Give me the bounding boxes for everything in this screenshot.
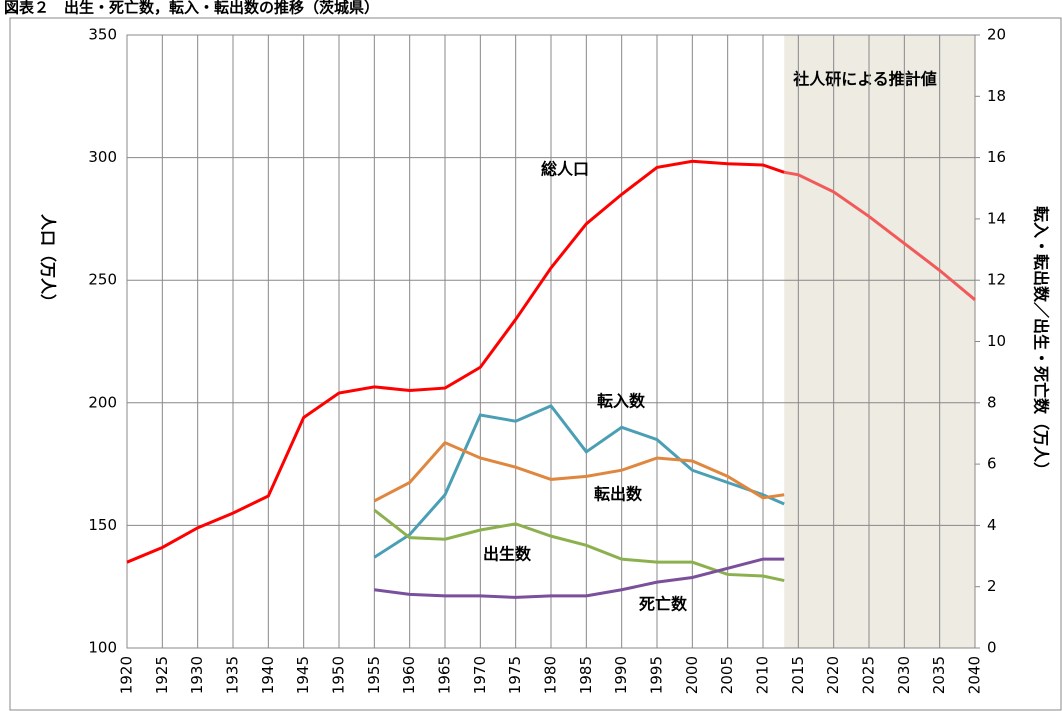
series-line: [373, 404, 785, 559]
x-tick-label: 1960: [400, 656, 418, 694]
x-tick-label: 1930: [188, 656, 206, 694]
x-tick-label: 1925: [153, 656, 171, 694]
x-tick-label: 2040: [966, 656, 984, 694]
series-label: 転出数: [594, 485, 643, 504]
x-tick-label: 1985: [577, 656, 595, 694]
series-line: [783, 170, 976, 301]
y-tick-label: 250: [88, 271, 117, 289]
series-label: 出生数: [483, 545, 532, 564]
series-line: [374, 557, 785, 599]
x-tick-label: 2005: [718, 656, 736, 694]
y-tick-label: 350: [88, 26, 117, 44]
y2-tick-label: 2: [987, 577, 997, 595]
y-tick-label: 150: [88, 516, 117, 534]
x-tick-label: 1980: [542, 656, 560, 694]
x-tick-label: 2010: [754, 656, 772, 694]
y2-tick-label: 4: [987, 516, 997, 534]
series-line: [126, 159, 785, 564]
y-tick-label: 200: [88, 393, 117, 411]
x-tick-label: 1975: [506, 656, 524, 694]
series-label: 転入数: [597, 392, 646, 411]
y2-tick-label: 6: [987, 455, 997, 473]
y2-tick-label: 12: [987, 271, 1006, 289]
x-tick-label: 2035: [930, 656, 948, 694]
x-tick-label: 1940: [259, 656, 277, 694]
x-tick-label: 1965: [436, 656, 454, 694]
x-tick-label: 1995: [648, 656, 666, 694]
x-tick-label: 2030: [895, 656, 913, 694]
y2-axis-label: 転入・転出数／出生・死亡数（万人）: [1032, 206, 1051, 478]
x-tick-label: 1990: [612, 656, 630, 694]
y2-tick-label: 20: [987, 26, 1006, 44]
x-tick-label: 2015: [789, 656, 807, 694]
chart-frame: [9, 17, 1062, 711]
x-tick-label: 2020: [824, 656, 842, 694]
series-line: [373, 440, 785, 503]
series-label: 死亡数: [639, 595, 688, 614]
y-tick-label: 100: [88, 639, 117, 657]
series-line: [373, 508, 785, 583]
x-tick-label: 1945: [294, 656, 312, 694]
y2-tick-label: 16: [987, 148, 1006, 166]
x-tick-label: 2025: [860, 656, 878, 694]
x-tick-label: 1955: [365, 656, 383, 694]
y2-tick-label: 8: [987, 393, 997, 411]
annotation: 社人研による推計値: [792, 70, 937, 89]
x-tick-label: 2000: [683, 656, 701, 694]
y2-tick-label: 14: [987, 209, 1006, 227]
plot-frame: [126, 34, 976, 649]
y2-tick-label: 18: [987, 87, 1006, 105]
y-axis-label: 人口（万人）: [39, 214, 58, 310]
y2-tick-label: 10: [987, 332, 1006, 350]
y-tick-label: 300: [88, 148, 117, 166]
x-tick-label: 1920: [118, 656, 136, 694]
projection-band: [784, 35, 975, 648]
x-tick-label: 1950: [330, 656, 348, 694]
x-tick-label: 1970: [471, 656, 489, 694]
series-label: 総人口: [541, 160, 589, 179]
chart-title: 図表２ 出生・死亡数，転入・転出数の推移（茨城県）: [4, 0, 379, 17]
x-tick-label: 1935: [224, 656, 242, 694]
y2-tick-label: 0: [987, 639, 997, 657]
